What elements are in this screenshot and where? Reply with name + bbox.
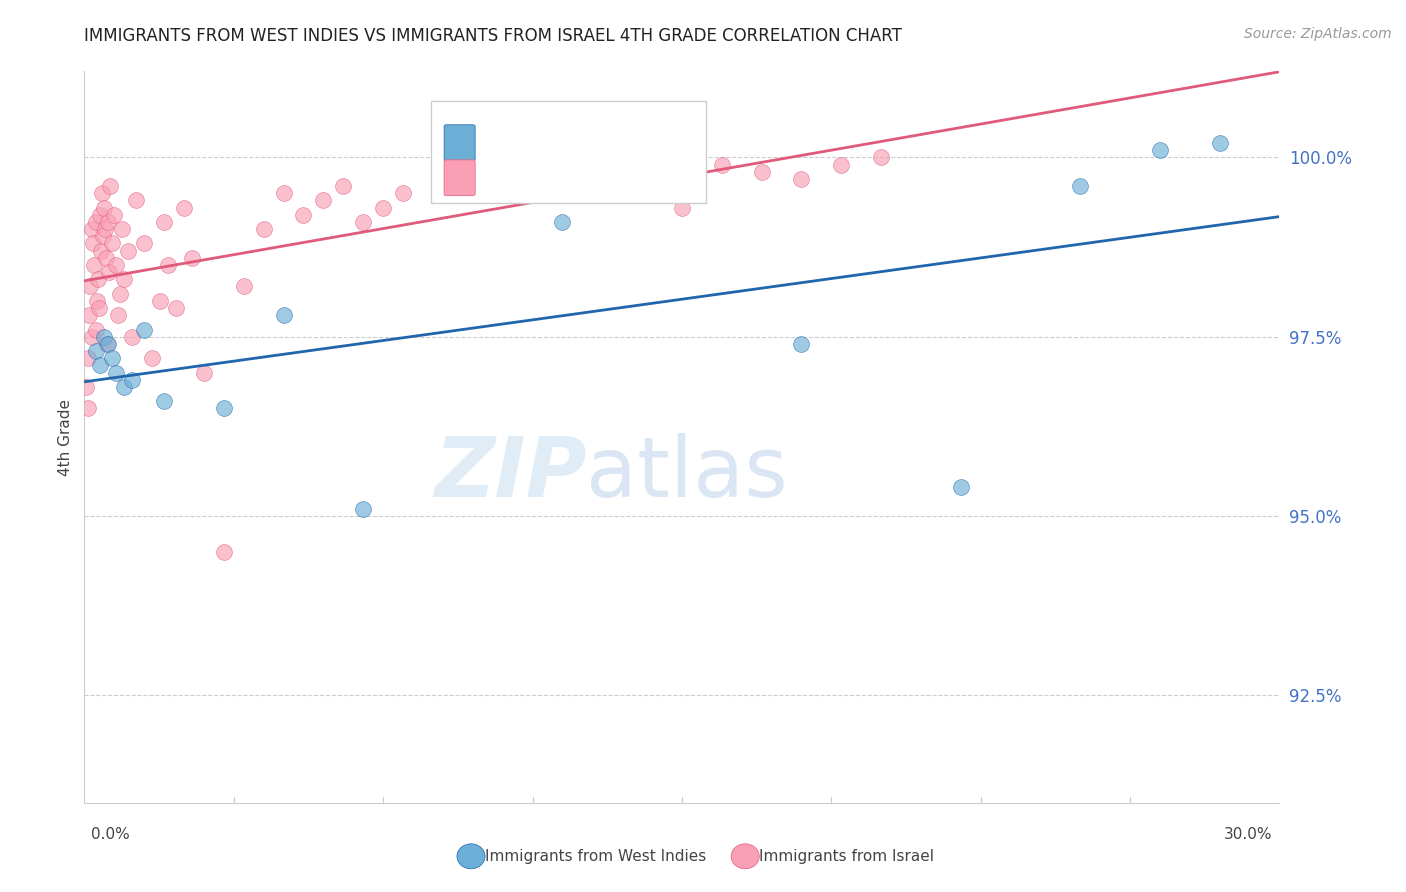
Point: [352, 215, 374, 229]
Point: [112, 272, 135, 286]
Point: [111, 222, 134, 236]
Text: R = 0.493   N = 66: R = 0.493 N = 66: [481, 172, 651, 190]
Point: [121, 329, 143, 343]
Text: R = 0.482   N = 19: R = 0.482 N = 19: [481, 137, 651, 155]
Point: [93, 201, 115, 215]
Point: [82, 222, 104, 236]
Point: [79, 279, 101, 293]
Point: [153, 215, 176, 229]
Point: [112, 380, 135, 394]
Point: [949, 480, 972, 494]
Point: [751, 165, 773, 179]
Point: [273, 186, 295, 201]
Point: [432, 172, 454, 186]
Point: [97, 336, 120, 351]
Point: [352, 501, 374, 516]
Point: [141, 351, 163, 366]
Point: [790, 336, 813, 351]
Point: [790, 172, 813, 186]
Text: Immigrants from West Indies: Immigrants from West Indies: [485, 849, 706, 863]
Point: [105, 258, 128, 272]
Text: ZIP: ZIP: [433, 434, 586, 514]
Point: [93, 329, 115, 343]
Point: [75, 380, 97, 394]
Point: [82, 236, 104, 251]
Point: [101, 236, 124, 251]
Point: [132, 236, 156, 251]
FancyBboxPatch shape: [444, 125, 475, 161]
Text: IMMIGRANTS FROM WEST INDIES VS IMMIGRANTS FROM ISRAEL 4TH GRADE CORRELATION CHAR: IMMIGRANTS FROM WEST INDIES VS IMMIGRANT…: [84, 27, 903, 45]
Point: [76, 351, 98, 366]
Point: [77, 308, 100, 322]
Point: [98, 265, 121, 279]
Point: [87, 272, 110, 286]
Point: [1069, 179, 1091, 194]
Point: [96, 336, 118, 351]
Text: Immigrants from Israel: Immigrants from Israel: [759, 849, 934, 863]
Point: [86, 322, 108, 336]
Point: [193, 366, 215, 380]
Text: 0.0%: 0.0%: [91, 827, 131, 841]
Point: [212, 545, 235, 559]
Point: [149, 293, 172, 308]
Point: [96, 251, 118, 265]
Point: [312, 194, 335, 208]
Point: [89, 208, 111, 222]
Point: [710, 158, 733, 172]
FancyBboxPatch shape: [444, 160, 475, 195]
Point: [103, 208, 125, 222]
Point: [132, 322, 156, 336]
Point: [253, 222, 276, 236]
Point: [181, 251, 204, 265]
Point: [273, 308, 295, 322]
Point: [292, 208, 315, 222]
Point: [90, 244, 112, 258]
Point: [157, 258, 180, 272]
Point: [86, 344, 108, 359]
Point: [332, 179, 354, 194]
Y-axis label: 4th Grade: 4th Grade: [58, 399, 73, 475]
Point: [105, 366, 128, 380]
Point: [125, 194, 148, 208]
Point: [121, 373, 143, 387]
Point: [86, 293, 108, 308]
Point: [101, 351, 124, 366]
Point: [165, 301, 187, 315]
Point: [371, 201, 394, 215]
Text: 30.0%: 30.0%: [1225, 827, 1272, 841]
Point: [97, 215, 120, 229]
Point: [89, 359, 111, 373]
Point: [830, 158, 852, 172]
Point: [173, 201, 195, 215]
Point: [110, 286, 132, 301]
Point: [591, 172, 613, 186]
Point: [93, 229, 115, 244]
Text: Source: ZipAtlas.com: Source: ZipAtlas.com: [1244, 27, 1392, 41]
Point: [392, 186, 415, 201]
Point: [80, 329, 103, 343]
Point: [512, 186, 534, 201]
Point: [232, 279, 254, 293]
Text: atlas: atlas: [586, 434, 787, 514]
Point: [551, 215, 574, 229]
Point: [89, 301, 111, 315]
Point: [91, 186, 114, 201]
Point: [471, 165, 494, 179]
Point: [1208, 136, 1232, 150]
Point: [84, 215, 107, 229]
Point: [631, 165, 654, 179]
Point: [94, 222, 117, 236]
Point: [117, 244, 139, 258]
Point: [551, 179, 574, 194]
Point: [107, 308, 129, 322]
FancyBboxPatch shape: [430, 101, 706, 203]
Point: [212, 401, 235, 416]
Point: [77, 401, 100, 416]
Point: [671, 201, 693, 215]
Point: [98, 179, 121, 194]
Point: [870, 150, 893, 164]
Point: [153, 394, 176, 409]
Point: [83, 258, 105, 272]
Point: [1149, 143, 1171, 157]
